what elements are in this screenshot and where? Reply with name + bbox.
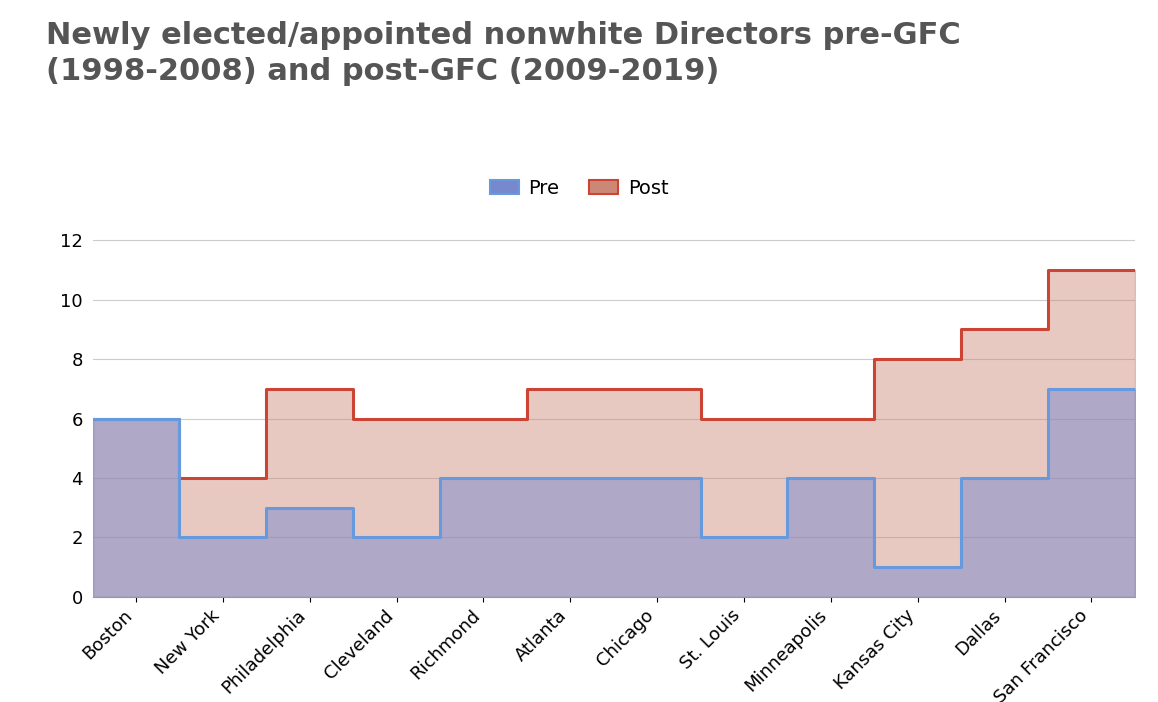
Text: Newly elected/appointed nonwhite Directors pre-GFC
(1998-2008) and post-GFC (200: Newly elected/appointed nonwhite Directo… <box>46 21 961 86</box>
Legend: Pre, Post: Pre, Post <box>482 171 676 206</box>
